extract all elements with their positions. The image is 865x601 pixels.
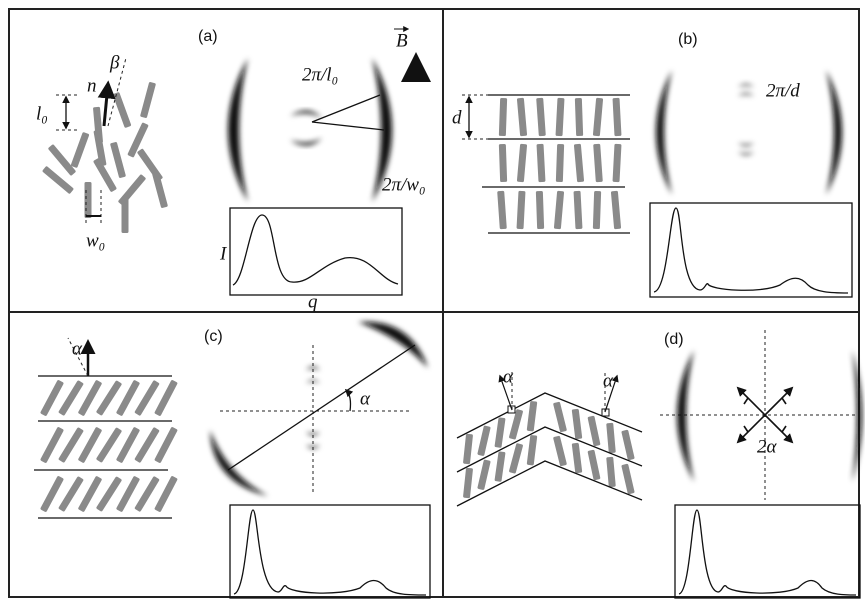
rod bbox=[593, 98, 603, 136]
arc-label: 2π/w₀ bbox=[382, 174, 426, 195]
rod bbox=[497, 191, 507, 229]
figure: (a) n β l₀ w₀ B 2π/l₀ 2π/w₀ I q (b) d 2π… bbox=[0, 0, 865, 601]
scatter-arc bbox=[852, 350, 862, 482]
rod bbox=[477, 459, 491, 490]
profile-box bbox=[675, 505, 860, 598]
tilted-axis bbox=[228, 345, 415, 470]
panel-label: (b) bbox=[678, 31, 698, 48]
rod bbox=[572, 443, 583, 474]
profile-curve bbox=[654, 208, 848, 293]
angle-arc bbox=[346, 390, 351, 411]
rod bbox=[517, 98, 527, 136]
split-label: 2α bbox=[757, 436, 778, 457]
rod bbox=[572, 409, 583, 440]
rod bbox=[509, 443, 524, 474]
rod bbox=[110, 142, 126, 179]
scatter-arc bbox=[677, 350, 694, 482]
rod bbox=[140, 82, 156, 119]
rod bbox=[593, 191, 601, 229]
scatter-arc bbox=[358, 322, 428, 368]
scatter-arc bbox=[656, 70, 672, 195]
rod bbox=[527, 401, 538, 432]
rod bbox=[611, 191, 621, 229]
rod bbox=[122, 197, 129, 233]
rod bbox=[554, 191, 564, 229]
director-label: n bbox=[87, 75, 97, 96]
rod bbox=[499, 98, 507, 136]
panel-label: (a) bbox=[198, 28, 218, 45]
rod bbox=[494, 451, 505, 482]
scatter-arc bbox=[306, 367, 320, 384]
rod bbox=[556, 144, 564, 182]
scatter-arc bbox=[826, 70, 842, 195]
rod bbox=[587, 416, 600, 447]
rod bbox=[71, 132, 90, 168]
x-axis-label: q bbox=[308, 291, 318, 312]
rod bbox=[575, 98, 583, 136]
scatter-arc bbox=[228, 58, 248, 202]
rod bbox=[509, 409, 524, 440]
rod bbox=[587, 450, 600, 481]
rod bbox=[477, 425, 491, 456]
rod bbox=[499, 144, 507, 182]
rod bbox=[621, 464, 635, 495]
rod bbox=[574, 191, 583, 229]
peak-label: 2π/d bbox=[766, 80, 800, 101]
width-label: w₀ bbox=[86, 230, 105, 251]
director-arrow bbox=[104, 84, 108, 126]
y-axis-label: I bbox=[219, 243, 228, 264]
rod bbox=[517, 144, 527, 182]
field-label: B bbox=[396, 30, 408, 51]
rod bbox=[613, 144, 622, 182]
rods bbox=[40, 82, 635, 513]
rod bbox=[517, 191, 526, 229]
tilt-label: α bbox=[503, 366, 514, 387]
rod bbox=[152, 172, 168, 209]
scatter-arc bbox=[290, 110, 322, 118]
rod bbox=[536, 98, 546, 136]
profile-curve bbox=[233, 215, 398, 285]
panel-label: (d) bbox=[664, 331, 684, 348]
length-label: l₀ bbox=[36, 103, 48, 124]
scatter-arc bbox=[290, 138, 322, 146]
rod bbox=[536, 191, 544, 229]
tilt-label: α bbox=[360, 388, 371, 409]
scatter-arc bbox=[738, 84, 754, 96]
rod bbox=[85, 182, 92, 218]
profile-curve bbox=[679, 510, 856, 595]
rod bbox=[593, 144, 603, 182]
scatter-arc bbox=[306, 432, 320, 449]
rod bbox=[463, 468, 473, 499]
rod bbox=[606, 457, 616, 487]
spacing-label: d bbox=[452, 107, 462, 128]
panel-label: (c) bbox=[204, 328, 223, 345]
rod bbox=[463, 434, 473, 465]
q-vector bbox=[312, 95, 380, 122]
profile-box bbox=[650, 203, 852, 297]
tilt-label: α bbox=[603, 370, 614, 391]
scatter-arc bbox=[738, 143, 754, 155]
rod bbox=[527, 435, 538, 466]
rod bbox=[553, 436, 567, 467]
rod bbox=[537, 144, 546, 182]
rod bbox=[553, 402, 567, 433]
rod bbox=[606, 423, 616, 453]
tilt-label: α bbox=[72, 338, 83, 359]
rod bbox=[93, 107, 103, 143]
rod bbox=[613, 98, 622, 136]
profile-curve bbox=[234, 510, 426, 595]
rod bbox=[113, 92, 132, 128]
rod bbox=[494, 417, 505, 448]
rod bbox=[556, 98, 565, 136]
q-vector bbox=[312, 122, 384, 130]
tilt-label: β bbox=[109, 52, 120, 73]
rod bbox=[574, 144, 584, 182]
rod bbox=[621, 430, 635, 461]
ring-label: 2π/l₀ bbox=[302, 64, 338, 85]
